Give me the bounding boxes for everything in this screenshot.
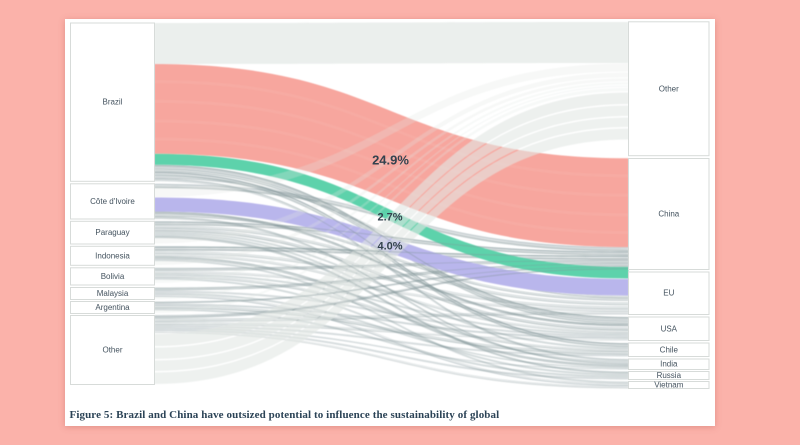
svg-text:India: India <box>660 360 678 369</box>
svg-text:Russia: Russia <box>657 371 682 380</box>
svg-text:Bolivia: Bolivia <box>101 272 125 281</box>
svg-text:Malaysia: Malaysia <box>97 289 129 298</box>
svg-text:Other: Other <box>659 84 679 93</box>
svg-text:China: China <box>658 210 679 219</box>
svg-text:Côte d'Ivoire: Côte d'Ivoire <box>90 197 135 206</box>
svg-text:Vietnam: Vietnam <box>654 381 684 390</box>
svg-text:EU: EU <box>663 289 674 298</box>
svg-text:Other: Other <box>102 346 122 355</box>
svg-text:2.7%: 2.7% <box>377 211 402 223</box>
svg-text:Paraguay: Paraguay <box>95 228 129 237</box>
svg-text:USA: USA <box>661 324 678 333</box>
svg-text:24.9%: 24.9% <box>372 153 409 168</box>
svg-text:Indonesia: Indonesia <box>95 251 130 260</box>
svg-text:Argentina: Argentina <box>95 303 130 312</box>
svg-text:Brazil: Brazil <box>102 98 122 107</box>
svg-text:4.0%: 4.0% <box>377 240 402 252</box>
svg-text:Chile: Chile <box>660 345 679 354</box>
